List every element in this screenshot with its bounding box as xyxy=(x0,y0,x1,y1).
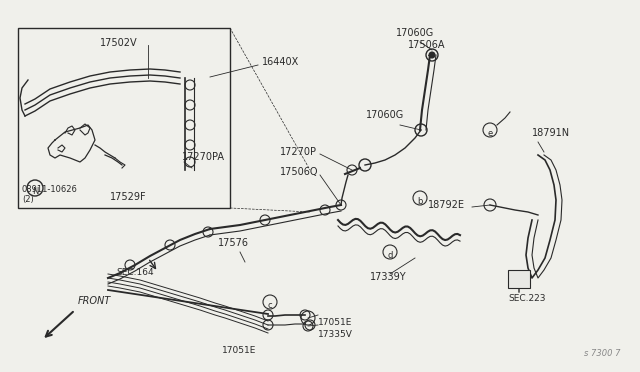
Text: 17270PA: 17270PA xyxy=(182,152,225,162)
Bar xyxy=(18,28,230,208)
Text: 17060G: 17060G xyxy=(396,28,435,38)
Text: 08911-10626: 08911-10626 xyxy=(22,185,78,194)
Text: 16440X: 16440X xyxy=(262,57,300,67)
Text: 17506Q: 17506Q xyxy=(280,167,319,177)
Text: 17502V: 17502V xyxy=(100,38,138,48)
Text: N: N xyxy=(32,187,38,196)
Text: e: e xyxy=(488,128,493,138)
Text: 17529F: 17529F xyxy=(110,192,147,202)
Text: 17051E: 17051E xyxy=(222,346,257,355)
Bar xyxy=(508,270,530,288)
Text: d: d xyxy=(387,250,393,260)
Text: (2): (2) xyxy=(22,195,34,204)
Text: SEC.164: SEC.164 xyxy=(116,268,154,277)
Text: FRONT: FRONT xyxy=(78,296,111,306)
Text: SEC.223: SEC.223 xyxy=(508,294,545,303)
Text: 17339Y: 17339Y xyxy=(370,272,406,282)
Text: s 7300 7: s 7300 7 xyxy=(584,349,620,358)
Text: 18792E: 18792E xyxy=(428,200,465,210)
Circle shape xyxy=(429,52,435,58)
Text: 17335V: 17335V xyxy=(318,330,353,339)
Text: 17270P: 17270P xyxy=(280,147,317,157)
Text: c: c xyxy=(268,301,272,310)
Text: 17051E: 17051E xyxy=(318,318,353,327)
Text: 17506A: 17506A xyxy=(408,40,445,50)
Text: 18791N: 18791N xyxy=(532,128,570,138)
Text: 17060G: 17060G xyxy=(366,110,404,120)
Text: 17576: 17576 xyxy=(218,238,249,248)
Text: b: b xyxy=(417,196,422,205)
